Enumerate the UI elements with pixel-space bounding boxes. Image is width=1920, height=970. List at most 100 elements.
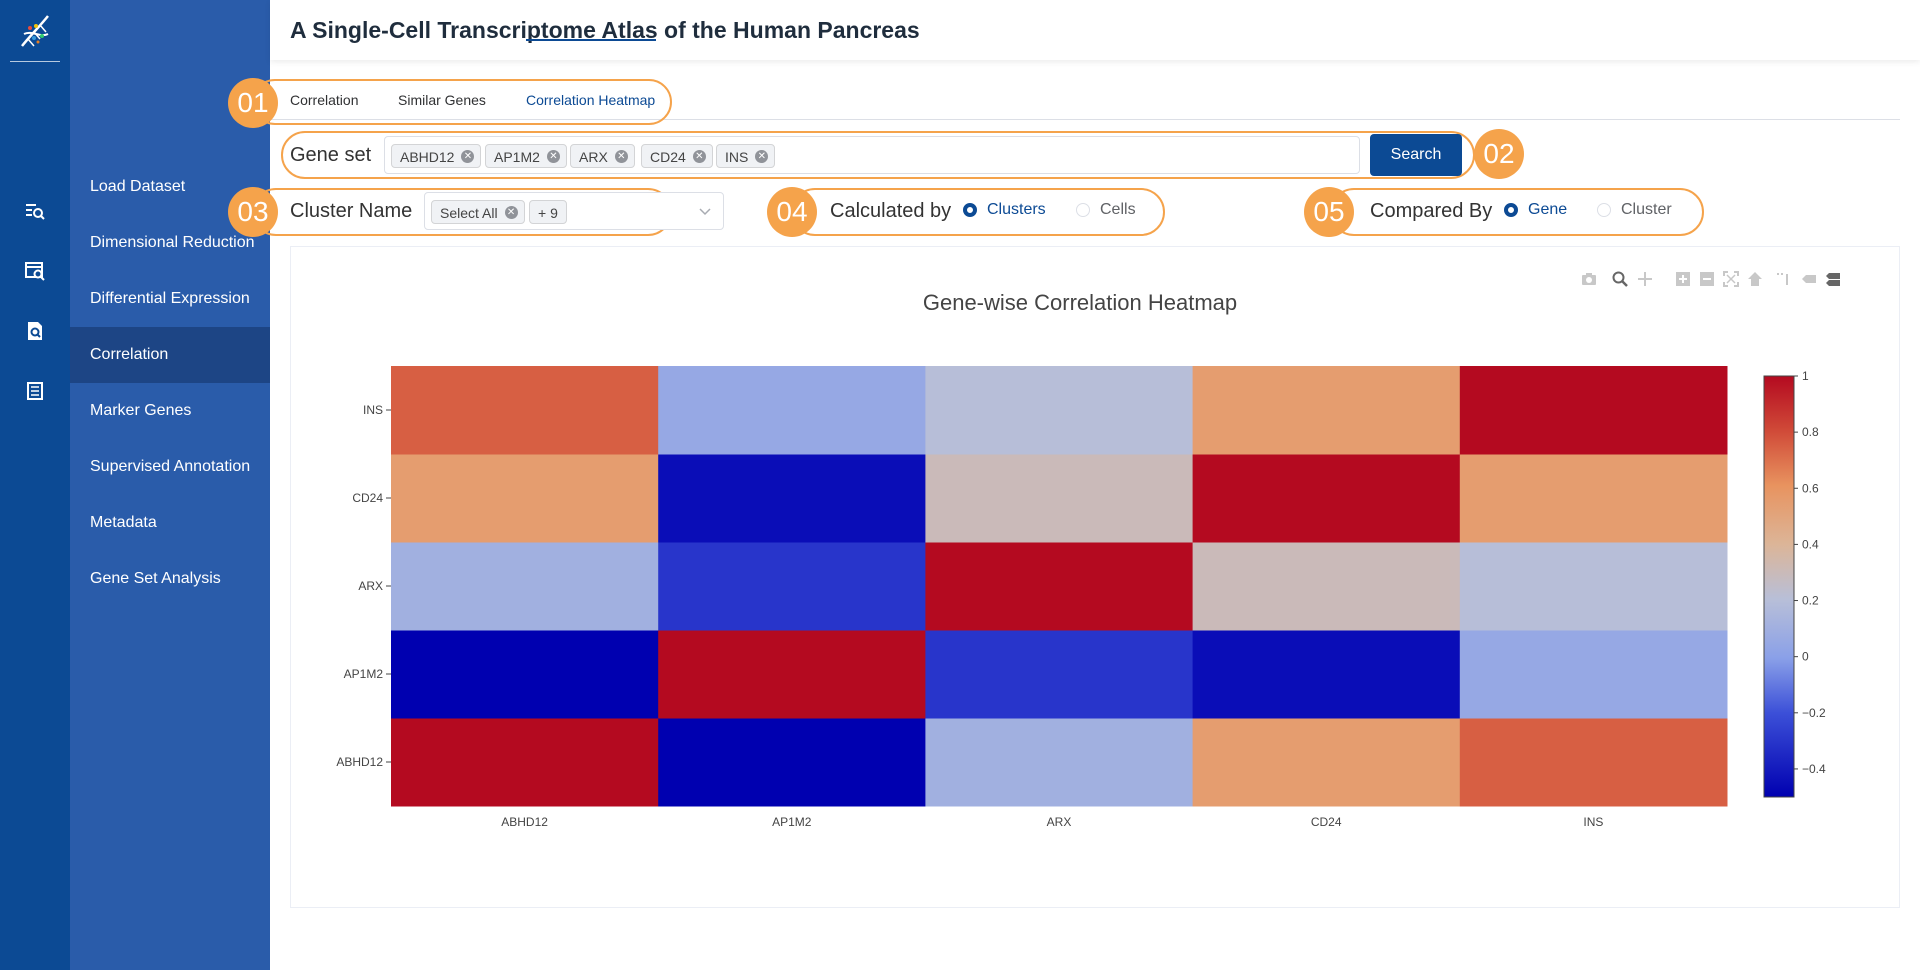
heatmap-cell[interactable] [925,454,1194,543]
tab-correlation-heatmap[interactable]: Correlation Heatmap [526,92,656,108]
heatmap-cell[interactable] [391,366,659,455]
chart-title: Gene-wise Correlation Heatmap [923,290,1237,315]
tab-bar: Correlation Similar Genes Correlation He… [270,78,1900,120]
sidebar-item-metadata[interactable]: Metadata [90,514,157,531]
heatmap-cell[interactable] [1459,454,1728,543]
heatmap-cell[interactable] [1459,630,1728,719]
cluster-more-count: + 9 [529,200,567,224]
heatmap-cell[interactable] [658,718,926,807]
dna-logo-icon[interactable] [10,6,60,62]
radio-dot [1504,203,1518,217]
heatmap-cell[interactable] [1192,366,1461,455]
chevron-down-icon[interactable] [698,204,712,218]
heatmap-cell[interactable] [391,542,659,631]
radio-label: Gene [1528,201,1568,218]
heatmap-cell[interactable] [925,718,1194,807]
heatmap-cell[interactable] [1192,630,1461,719]
radio-label: Cells [1100,201,1136,218]
colorbar-tick-label: 0.2 [1802,594,1819,608]
search-button[interactable]: Search [1370,134,1462,176]
colorbar-tick-label: 0 [1802,650,1809,664]
y-tick-label: INS [363,403,383,417]
heatmap-cell[interactable] [1192,454,1461,543]
close-icon[interactable]: ✕ [504,206,518,219]
radio-dot [1597,203,1611,217]
heatmap-cell[interactable] [925,366,1194,455]
camera-icon[interactable] [1581,271,1597,287]
heatmap-cell[interactable] [1192,718,1461,807]
radio-dot [1076,203,1090,217]
heatmap-cell[interactable] [391,454,659,543]
sidebar-item-gene-set-analysis[interactable]: Gene Set Analysis [90,570,221,587]
tab-correlation[interactable]: Correlation [290,92,359,108]
sidebar-item-dimensional-reduction[interactable]: Dimensional Reduction [90,234,255,251]
heatmap-cell[interactable] [658,366,926,455]
heatmap-cell[interactable] [391,718,659,807]
heatmap-cell[interactable] [925,542,1194,631]
page-title: A Single-Cell Transcriptome Atlas of the… [290,17,920,43]
sidebar-item-marker-genes[interactable]: Marker Genes [90,402,192,419]
colorbar-tick-label: 0.8 [1802,425,1819,439]
heatmap-cell[interactable] [1459,542,1728,631]
heatmap-cell[interactable] [658,454,926,543]
search-window-icon[interactable] [24,260,46,282]
reset-axes-icon[interactable] [1747,271,1763,287]
plot-modebar [1581,271,1871,289]
gene-tag-arx: ARX ✕ [570,144,635,168]
close-icon[interactable]: ✕ [614,150,628,163]
sidebar-item-correlation[interactable]: Correlation [70,327,270,383]
y-tick-label: AP1M2 [344,667,384,681]
radio-label: Clusters [987,201,1046,218]
cluster-select[interactable]: Select All ✕ + 9 [424,192,724,230]
sidebar-item-supervised-annotation[interactable]: Supervised Annotation [90,458,251,475]
gene-tag-label: CD24 [650,149,686,165]
zoom-out-icon[interactable] [1699,271,1715,287]
heatmap-cell[interactable] [1459,366,1728,455]
header: A Single-Cell Transcriptome Atlas of the… [270,0,1920,60]
document-icon[interactable] [24,380,46,402]
close-icon[interactable]: ✕ [692,150,706,163]
spike-lines-icon[interactable] [1775,271,1791,287]
search-document-icon[interactable] [24,320,46,342]
search-list-icon[interactable] [24,200,46,222]
gene-tag-label: ABHD12 [400,149,455,165]
sidebar: Load Dataset Dimensional Reduction Diffe… [70,0,270,970]
gene-tag-cd24: CD24 ✕ [641,144,713,168]
heatmap-cell[interactable] [1192,542,1461,631]
icon-rail [0,0,70,970]
compared-by-label: Compared By [1370,200,1493,222]
autoscale-icon[interactable] [1723,271,1739,287]
close-icon[interactable]: ✕ [461,150,475,163]
heatmap-cell[interactable] [391,630,659,719]
gene-tag-label: ARX [579,149,608,165]
gene-tag-abhd12: ABHD12 ✕ [391,144,482,168]
radio-dot [963,203,977,217]
close-icon[interactable]: ✕ [546,150,560,163]
callout-badge-02: 02 [1474,129,1524,179]
zoom-in-icon[interactable] [1675,271,1691,287]
x-tick-label: ABHD12 [501,815,548,829]
heatmap-cell[interactable] [1459,718,1728,807]
hover-compare-icon[interactable] [1825,271,1841,287]
zoom-icon[interactable] [1612,271,1628,287]
heatmap-cell[interactable] [658,630,926,719]
tab-similar-genes[interactable]: Similar Genes [398,92,486,108]
gene-set-input[interactable]: ABHD12 ✕ AP1M2 ✕ ARX ✕ CD24 ✕ INS ✕ [384,136,1360,174]
gene-set-label: Gene set [290,144,372,166]
y-tick-label: ARX [358,579,383,593]
callout-badge-01: 01 [228,78,278,128]
callout-badge-04: 04 [767,187,817,237]
x-tick-label: CD24 [1311,815,1342,829]
colorbar-tick-label: 1 [1802,369,1809,383]
close-icon[interactable]: ✕ [755,150,769,163]
hover-closest-icon[interactable] [1801,271,1817,287]
calculated-by-label: Calculated by [830,200,952,222]
sidebar-item-load-dataset[interactable]: Load Dataset [90,178,186,195]
sidebar-item-differential-expression[interactable]: Differential Expression [90,290,250,307]
colorbar [1763,375,1795,798]
pan-icon[interactable] [1637,271,1653,287]
heatmap-cell[interactable] [925,630,1194,719]
heatmap-cell[interactable] [658,542,926,631]
colorbar-tick-label: −0.2 [1802,706,1826,720]
y-tick-label: ABHD12 [336,755,383,769]
